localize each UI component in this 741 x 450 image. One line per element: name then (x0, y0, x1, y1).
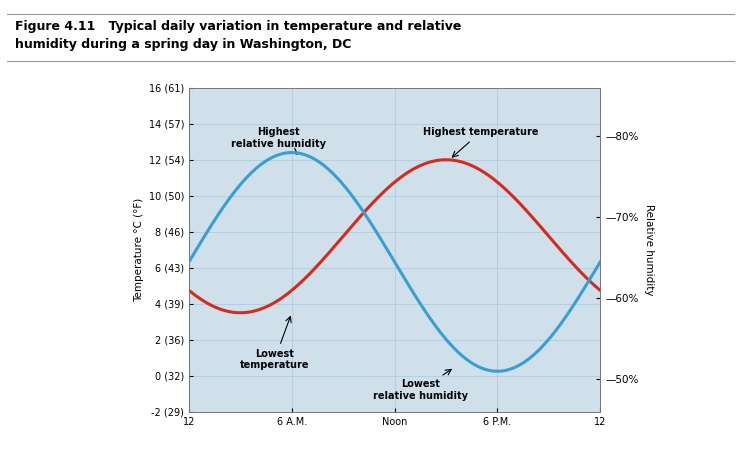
Text: Figure 4.11   Typical daily variation in temperature and relative: Figure 4.11 Typical daily variation in t… (15, 20, 461, 33)
Text: Lowest
relative humidity: Lowest relative humidity (373, 369, 468, 401)
Text: Lowest
temperature: Lowest temperature (240, 316, 310, 370)
Text: Highest
relative humidity: Highest relative humidity (230, 127, 325, 154)
Y-axis label: Relative humidity: Relative humidity (644, 204, 654, 296)
Text: humidity during a spring day in Washington, DC: humidity during a spring day in Washingt… (15, 38, 351, 51)
Text: Highest temperature: Highest temperature (422, 127, 538, 157)
Y-axis label: Temperature °C (°F): Temperature °C (°F) (134, 198, 144, 302)
